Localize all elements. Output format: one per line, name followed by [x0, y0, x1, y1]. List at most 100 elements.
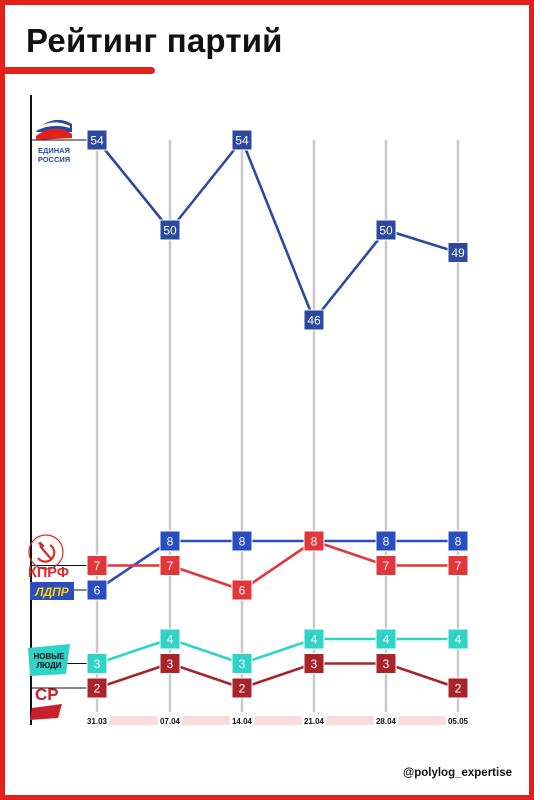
- x-tick-label: 31.03: [87, 717, 108, 726]
- data-label: 4: [455, 633, 462, 647]
- data-label: 6: [239, 584, 246, 598]
- x-tick-label: 05.05: [448, 717, 469, 726]
- data-label: 7: [455, 559, 462, 573]
- series-line: [96, 637, 458, 665]
- kprf-ring-icon: [28, 534, 64, 570]
- data-label: 3: [239, 657, 246, 671]
- data-label: 3: [167, 657, 174, 671]
- data-point: [86, 653, 108, 674]
- data-point: [159, 653, 181, 674]
- bear-flag-icon: [36, 119, 72, 140]
- data-label: 46: [307, 314, 321, 328]
- x-tick-label: 28.04: [376, 717, 397, 726]
- series-markers-0: 54 50 54 46 50 49: [86, 129, 469, 331]
- axis-band-0: [109, 716, 158, 725]
- data-point: [231, 129, 253, 151]
- data-label: 3: [311, 657, 318, 671]
- logo-kprf: КПРФ: [28, 534, 69, 581]
- series-4: [96, 662, 459, 690]
- data-point: [375, 555, 397, 576]
- series-line: [96, 539, 458, 592]
- data-label: 7: [167, 559, 174, 573]
- axis-band-1: [182, 716, 230, 725]
- data-point: [303, 653, 325, 674]
- data-point: [375, 653, 397, 674]
- data-label: 50: [379, 224, 393, 238]
- data-label: 8: [311, 535, 318, 549]
- series-markers-4: 2 3 2 3 3 2: [86, 653, 469, 699]
- data-point: [447, 242, 469, 263]
- hammer-sickle-icon: [37, 541, 56, 563]
- data-label: 49: [451, 246, 465, 260]
- series-line: [95, 138, 459, 322]
- data-point: [231, 653, 253, 674]
- logo-sr-label: СР: [35, 685, 59, 704]
- logo-er-line1: ЕДИНАЯ: [38, 146, 70, 155]
- series-layer: 545054465049688888776877343444232332: [86, 129, 469, 699]
- data-label: 2: [455, 682, 462, 696]
- series-3: [96, 637, 458, 665]
- data-point: [375, 219, 397, 241]
- logo-ldpr-label: ЛДПР: [34, 585, 70, 599]
- data-label: 2: [94, 682, 101, 696]
- series-2: [97, 539, 458, 592]
- data-label: 8: [455, 535, 462, 549]
- data-point: [159, 530, 181, 552]
- data-label: 7: [383, 559, 390, 573]
- x-tick-label: 21.04: [304, 717, 325, 726]
- data-label: 4: [383, 633, 390, 647]
- series-markers-3: 3 4 3 4 4 4: [86, 628, 469, 674]
- data-point: [231, 579, 253, 601]
- data-point: [303, 309, 325, 331]
- series-1: [96, 539, 458, 592]
- logo-edinaya-rossiya: ЕДИНАЯ РОССИЯ: [36, 119, 72, 164]
- data-label: 54: [90, 134, 104, 148]
- data-point: [86, 677, 108, 699]
- x-axis: 31.03 07.04 14.04 21.04 28.04 05.05: [87, 716, 469, 726]
- data-point: [375, 530, 397, 552]
- data-label: 4: [311, 633, 318, 647]
- data-label: 8: [383, 535, 390, 549]
- data-point: [159, 628, 181, 650]
- logo-er-line2: РОССИЯ: [38, 155, 70, 164]
- data-label: 4: [167, 633, 174, 647]
- data-point: [159, 219, 181, 241]
- logo-nl-line2: ЛЮДИ: [36, 661, 61, 670]
- left-axis-line: [30, 95, 32, 725]
- data-point: [86, 129, 108, 151]
- series-markers-2: 7 7 6 8 7 7: [86, 530, 469, 601]
- data-point: [86, 555, 108, 576]
- title-underline: [5, 67, 155, 74]
- axis-band-3: [326, 716, 374, 725]
- data-point: [231, 530, 253, 552]
- ldpr-badge: [30, 582, 74, 600]
- series-line: [97, 539, 458, 592]
- axis-band-4: [398, 716, 446, 725]
- data-label: 8: [167, 535, 174, 549]
- credit-handle: @polylog_expertise: [403, 767, 512, 779]
- data-label: 7: [94, 559, 101, 573]
- data-point: [447, 677, 469, 699]
- data-label: 2: [239, 682, 246, 696]
- data-label: 3: [94, 657, 101, 671]
- logo-ldpr: ЛДПР: [30, 582, 74, 600]
- data-label: 54: [235, 134, 249, 148]
- data-point: [86, 579, 108, 601]
- series-0: [95, 138, 459, 322]
- data-label: 3: [383, 657, 390, 671]
- data-label: 6: [94, 584, 101, 598]
- data-label: 50: [163, 224, 177, 238]
- data-point: [447, 555, 469, 576]
- data-point: [375, 628, 397, 650]
- data-point: [303, 530, 325, 552]
- series-line: [96, 662, 459, 690]
- logo-kprf-label: КПРФ: [28, 565, 69, 581]
- logo-sr: СР: [30, 685, 62, 720]
- data-point: [303, 628, 325, 650]
- data-point: [447, 530, 469, 552]
- data-point: [231, 677, 253, 699]
- data-label: 8: [239, 535, 246, 549]
- logo-nl-line1: НОВЫЕ: [34, 652, 66, 661]
